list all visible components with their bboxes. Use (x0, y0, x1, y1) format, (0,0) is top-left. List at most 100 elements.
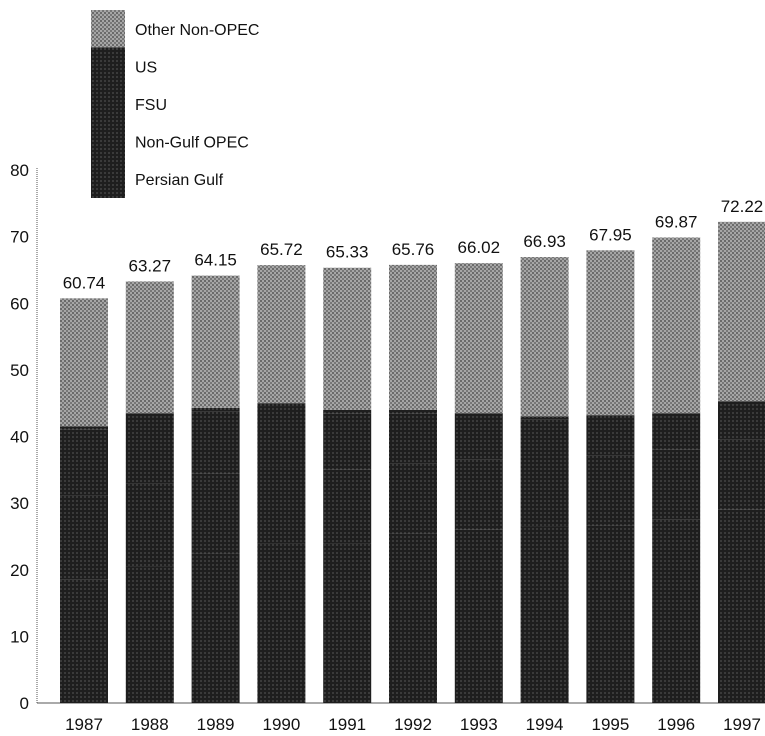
bar-segment-us-1994 (520, 416, 569, 420)
legend-swatch-fsu (91, 85, 125, 123)
bar-segment-fsu-1994 (520, 419, 569, 457)
y-tick-label: 60 (10, 294, 29, 313)
bar-segment-non-gulf-opec-1992 (389, 463, 437, 534)
bar-segment-persian-gulf-1990 (257, 543, 306, 703)
x-tick-label-1993: 1993 (460, 715, 498, 734)
legend-label-other-non-opec: Other Non-OPEC (135, 22, 259, 39)
bar-total-label-1994: 66.93 (523, 232, 566, 251)
legend-label-persian-gulf: Persian Gulf (135, 172, 224, 189)
x-tick-label-1987: 1987 (65, 715, 103, 734)
bar-segment-fsu-1991 (323, 413, 372, 470)
x-tick-label-1995: 1995 (591, 715, 629, 734)
bar-total-label-1996: 69.87 (655, 212, 698, 231)
bar-segment-fsu-1992 (389, 413, 437, 464)
bar-segment-other-non-opec-1996 (652, 237, 701, 414)
x-tick-label-1996: 1996 (657, 715, 695, 734)
bar-segment-persian-gulf-1989 (191, 553, 240, 703)
legend: Other Non-OPEC US FSU Non-Gulf OPEC Persian … (91, 10, 259, 198)
bar-segment-us-1988 (125, 413, 174, 417)
x-tick-label-1997: 1997 (723, 715, 761, 734)
bar-segment-us-1992 (389, 409, 437, 414)
bar-segment-non-gulf-opec-1990 (257, 466, 306, 544)
bar-segment-fsu-1990 (257, 406, 306, 467)
legend-swatch-us (91, 47, 125, 86)
bar-segment-us-1993 (454, 413, 503, 417)
bar-segment-non-gulf-opec-1994 (520, 456, 569, 527)
bar-segment-other-non-opec-1993 (454, 263, 503, 414)
bar-segment-fsu-1997 (718, 404, 765, 440)
bar-segment-persian-gulf-1996 (652, 519, 701, 703)
bar-total-label-1987: 60.74 (63, 273, 106, 292)
bars-group (60, 221, 765, 703)
x-tick-label-1991: 1991 (328, 715, 366, 734)
bar-segment-us-1996 (652, 413, 701, 417)
bar-segment-persian-gulf-1995 (586, 525, 635, 703)
bar-segment-persian-gulf-1991 (323, 543, 372, 703)
bar-segment-other-non-opec-1987 (60, 298, 108, 427)
bar-segment-persian-gulf-1993 (454, 529, 503, 703)
bar-segment-fsu-1989 (191, 411, 240, 474)
bar-total-label-1993: 66.02 (458, 238, 501, 257)
y-tick-label: 70 (10, 228, 29, 247)
legend-label-non-gulf-opec: Non-Gulf OPEC (135, 135, 249, 152)
x-axis-tick-labels: 1987 1988 1989 1990 1991 1992 1993 1994 1995 1996… (65, 715, 761, 734)
bar-segment-other-non-opec-1988 (125, 281, 174, 414)
x-tick-label-1990: 1990 (262, 715, 300, 734)
bar-segment-non-gulf-opec-1988 (125, 483, 174, 567)
bar-segment-us-1987 (60, 426, 108, 430)
bar-total-label-1990: 65.72 (260, 240, 303, 259)
bar-segment-other-non-opec-1995 (586, 250, 635, 416)
total-labels: 60.74 63.27 64.15 65.72 65.33 65.76 66.02 66.93… (63, 197, 764, 292)
bar-segment-persian-gulf-1987 (60, 579, 108, 703)
bar-total-label-1991: 65.33 (326, 243, 369, 262)
legend-swatch-non-gulf-opec (91, 122, 125, 161)
x-tick-label-1992: 1992 (394, 715, 432, 734)
bar-segment-persian-gulf-1997 (718, 509, 765, 703)
bar-segment-us-1997 (718, 401, 765, 405)
y-tick-label: 50 (10, 361, 29, 380)
y-tick-label: 80 (10, 161, 29, 180)
bar-segment-non-gulf-opec-1996 (652, 449, 701, 520)
legend-label-us: US (135, 59, 157, 76)
bar-segment-us-1989 (191, 407, 240, 412)
bar-segment-fsu-1993 (454, 416, 503, 460)
bar-segment-other-non-opec-1990 (257, 265, 306, 404)
bar-segment-fsu-1995 (586, 418, 635, 456)
y-tick-label: 20 (10, 561, 29, 580)
y-tick-label: 10 (10, 627, 29, 646)
y-tick-label: 40 (10, 428, 29, 447)
bar-total-label-1988: 63.27 (129, 256, 172, 275)
x-tick-label-1988: 1988 (131, 715, 169, 734)
y-tick-label: 30 (10, 494, 29, 513)
bar-segment-persian-gulf-1988 (125, 566, 174, 703)
bar-segment-other-non-opec-1992 (389, 264, 437, 410)
bar-segment-non-gulf-opec-1989 (191, 473, 240, 554)
bar-segment-us-1990 (257, 403, 306, 407)
bar-segment-non-gulf-opec-1987 (60, 495, 108, 580)
bar-total-label-1997: 72.22 (721, 197, 764, 216)
bar-segment-non-gulf-opec-1997 (718, 439, 765, 510)
bar-total-label-1992: 65.76 (392, 240, 435, 259)
legend-swatch-other-non-opec (91, 10, 125, 48)
bar-segment-fsu-1987 (60, 429, 108, 496)
y-axis: 0 10 20 30 40 50 60 70 80 (10, 161, 765, 713)
x-tick-label-1994: 1994 (526, 715, 564, 734)
x-tick-label-1989: 1989 (197, 715, 235, 734)
bar-segment-non-gulf-opec-1991 (323, 469, 372, 544)
bar-segment-fsu-1988 (125, 416, 174, 484)
bar-total-label-1995: 67.95 (589, 225, 632, 244)
bar-segment-us-1995 (586, 415, 635, 419)
bar-segment-other-non-opec-1991 (323, 267, 372, 410)
y-tick-label: 0 (20, 694, 29, 713)
bar-segment-us-1991 (323, 409, 372, 414)
bar-segment-other-non-opec-1994 (520, 257, 569, 417)
bar-segment-non-gulf-opec-1995 (586, 455, 635, 526)
bar-segment-persian-gulf-1994 (520, 526, 569, 703)
legend-label-fsu: FSU (135, 97, 167, 114)
bar-segment-other-non-opec-1997 (718, 221, 765, 402)
legend-swatch-persian-gulf (91, 160, 125, 198)
bar-segment-other-non-opec-1989 (191, 275, 240, 408)
bar-segment-fsu-1996 (652, 416, 701, 450)
bar-segment-non-gulf-opec-1993 (454, 459, 503, 530)
